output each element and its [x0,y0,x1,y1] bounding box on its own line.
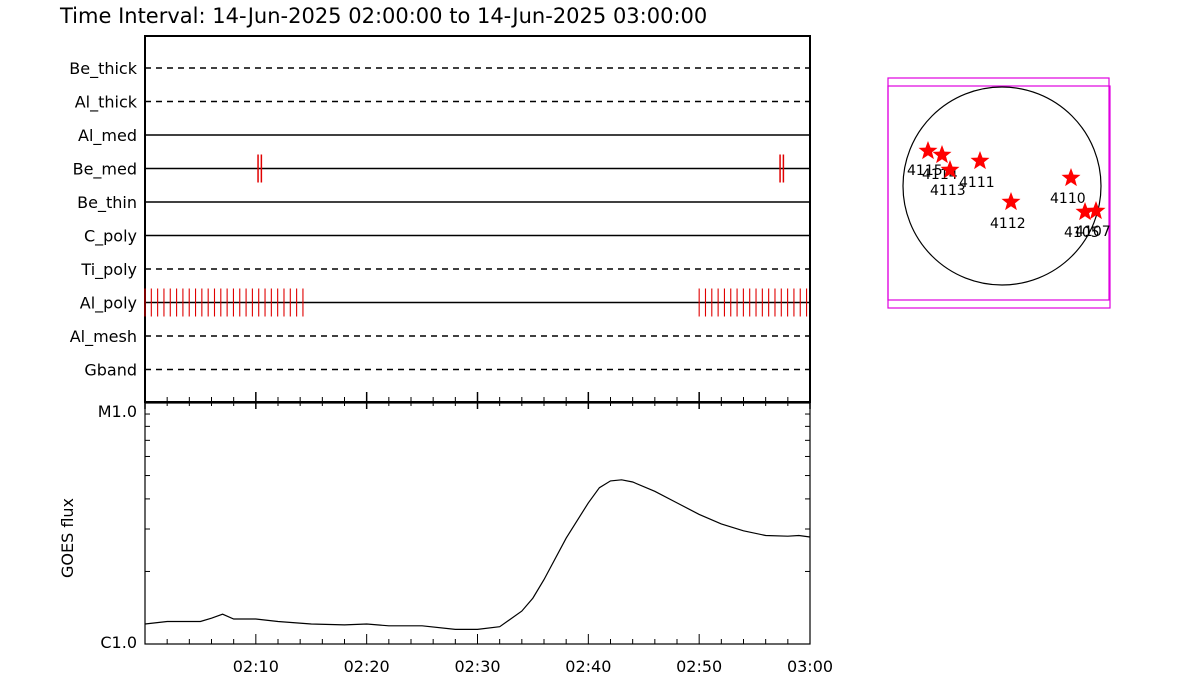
y-tick-label: M1.0 [98,402,137,421]
region-marker-icon [1075,202,1095,221]
row-label-be-thin: Be_thin [77,193,137,213]
x-tick-label: 03:00 [787,657,833,676]
goes-flux-line [144,479,811,630]
region-marker-icon [918,141,938,160]
region-label: 4112 [990,216,1026,232]
timeline-frame [144,35,811,403]
x-tick-label: 02:10 [233,657,279,676]
region-label: 4107 [1075,224,1111,240]
x-tick-label: 02:50 [676,657,722,676]
region-marker-icon [932,145,952,164]
region-marker-icon [1086,201,1106,220]
region-marker-icon [970,151,990,170]
region-marker-icon [1061,168,1081,187]
row-label-gband: Gband [84,361,137,380]
region-marker-icon [1001,192,1021,211]
solar-disk [902,86,1102,286]
timeline-panel: Be_thick Al_thick Al_med Be_med Be_thin C_pol… [69,35,811,409]
region-label: 4111 [959,175,995,191]
chart-title: Time Interval: 14-Jun-2025 02:00:00 to 1… [59,4,707,28]
region-label: 4115 [907,163,943,179]
x-tick-label: 02:40 [565,657,611,676]
goes-y-axis-label: GOES flux [58,498,77,578]
row-label-al-mesh: Al_mesh [70,327,137,347]
y-tick-label: C1.0 [100,633,137,652]
goes-frame [144,402,811,645]
map-box-inner [887,85,1111,309]
row-label-al-thick: Al_thick [75,93,138,113]
row-label-be-thick: Be_thick [69,59,137,79]
x-tick-label: 02:20 [344,657,390,676]
region-label: 4113 [930,183,966,199]
row-label-al-med: Al_med [78,126,137,146]
x-tick-label: 02:30 [454,657,500,676]
row-label-c-poly: C_poly [84,227,137,247]
map-box-outer [887,77,1110,301]
region-label: 4110 [1050,191,1086,207]
row-label-ti-poly: Ti_poly [80,260,137,280]
row-label-al-poly: Al_poly [80,294,137,314]
region-label: 4105 [1064,225,1100,241]
row-label-be-med: Be_med [73,160,137,180]
region-marker-icon [940,160,960,179]
goes-panel: M1.0C1.0 02:10 02:20 02:30 02:40 02:50 03:00 … [58,402,833,676]
